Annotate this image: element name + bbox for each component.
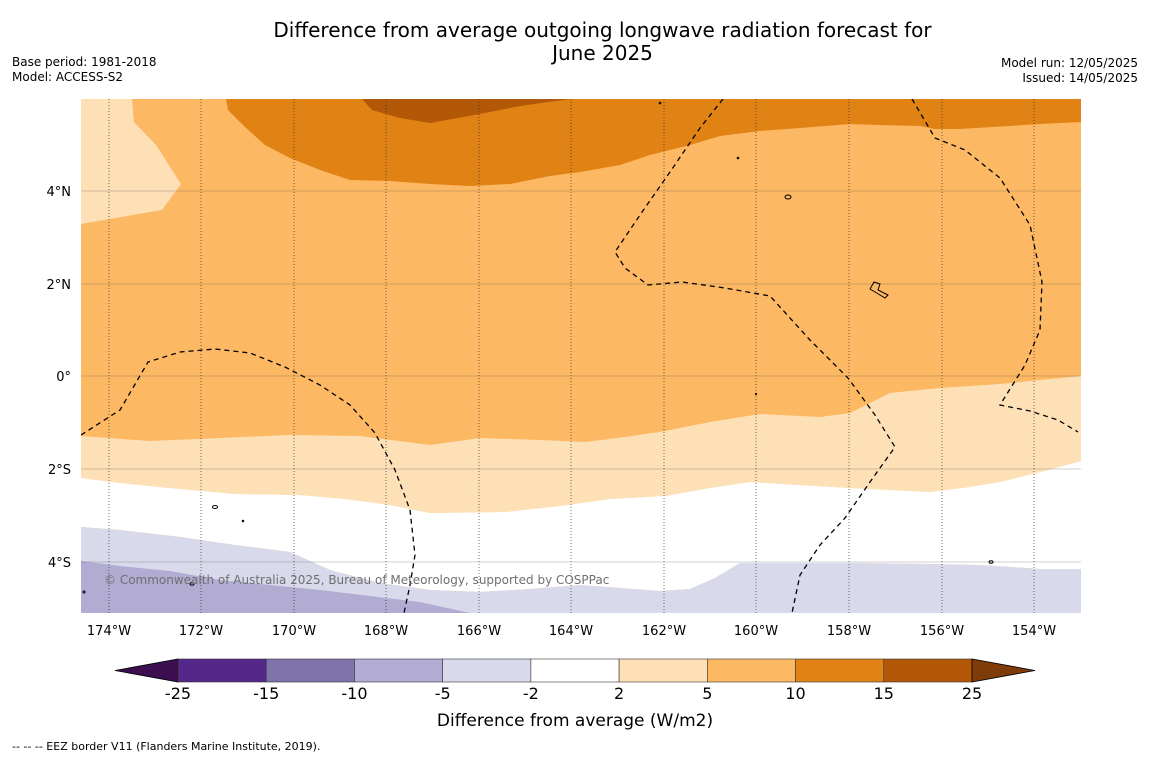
colorbar-tick-label: -10: [341, 684, 367, 703]
island-marker: [82, 590, 86, 594]
longitude-label: 172°W: [179, 624, 223, 639]
longitude-label: 160°W: [734, 624, 778, 639]
longitude-label: 164°W: [549, 624, 593, 639]
colorbar-tick-label: 10: [785, 684, 805, 703]
colorbar-segment: [618, 658, 708, 683]
meta-right: Model run: 12/05/2025 Issued: 14/05/2025: [1001, 56, 1138, 86]
longitude-label: 154°W: [1012, 624, 1056, 639]
anomaly-band-neg2-2: [81, 461, 1081, 592]
colorbar-extend-low: [114, 658, 179, 683]
colorbar-segment: [177, 658, 267, 683]
eez-borders: [81, 99, 1079, 613]
colorbar-segment: [883, 658, 973, 683]
colorbar-segment: [707, 658, 796, 683]
title-line-1: Difference from average outgoing longwav…: [273, 18, 932, 42]
eez-border-east: [911, 99, 1079, 433]
issued-date: Issued: 14/05/2025: [1022, 71, 1138, 85]
colorbar-tick-label: -25: [165, 684, 191, 703]
colorbar-segment: [265, 658, 355, 683]
latitude-label: 2°S: [48, 463, 71, 478]
longitude-label: 168°W: [364, 624, 408, 639]
longitude-labels: 174°W 172°W 170°W 168°W 166°W 164°W 162°W 160°W…: [87, 624, 1056, 639]
title-line-2: June 2025: [552, 41, 653, 65]
eez-border-west: [81, 348, 416, 613]
colorbar: -25 -15 -10 -5 -2 2 5 10 15 25: [114, 658, 1036, 703]
island-marker: [212, 505, 218, 509]
meta-left: Base period: 1981-2018 Model: ACCESS-S2: [12, 55, 157, 85]
anomaly-band-2-5-south: [81, 376, 1081, 513]
colorbar-tick-label: 15: [874, 684, 894, 703]
colorbar-tick-label: 5: [702, 684, 712, 703]
anomaly-band-15-25-north: [362, 99, 570, 123]
colorbar-segment: [442, 658, 532, 683]
colorbar-segment: [530, 658, 620, 683]
latitude-label: 2°N: [47, 278, 72, 293]
copyright-text: © Commonwealth of Australia 2025, Bureau…: [104, 573, 609, 587]
longitude-label: 170°W: [272, 624, 316, 639]
longitude-label: 156°W: [920, 624, 964, 639]
colorbar-tick-label: -15: [253, 684, 279, 703]
colorbar-tick-label: 25: [962, 684, 982, 703]
latitude-gridlines: [81, 190, 1081, 563]
island-marker: [241, 519, 245, 523]
longitude-label: 166°W: [457, 624, 501, 639]
island-marker: [988, 560, 994, 564]
latitude-label: 4°N: [47, 185, 72, 200]
model-name: Model: ACCESS-S2: [12, 70, 124, 84]
latitude-label: 0°: [56, 370, 71, 385]
latitude-labels: 4°N 2°N 0° 2°S 4°S: [47, 185, 72, 571]
colorbar-tick-label: 2: [614, 684, 624, 703]
longitude-label: 174°W: [87, 624, 131, 639]
base-period: Base period: 1981-2018: [12, 55, 157, 69]
anomaly-band-neg10-neg5: [81, 561, 470, 613]
map-title: Difference from average outgoing longwav…: [230, 19, 975, 65]
eez-footnote: -- -- -- EEZ border V11 (Flanders Marine…: [12, 740, 321, 753]
longitude-label: 158°W: [827, 624, 871, 639]
eez-border-central: [614, 99, 896, 613]
colorbar-segment: [795, 658, 885, 683]
island-marker: [189, 582, 195, 586]
island-marker: [869, 281, 889, 299]
island-marker: [754, 392, 758, 396]
colorbar-tick-label: -5: [435, 684, 451, 703]
anomaly-band-2-5-northwest: [81, 99, 181, 224]
island-marker: [784, 194, 792, 200]
latitude-label: 4°S: [48, 556, 71, 571]
colorbar-title: Difference from average (W/m2): [437, 711, 713, 731]
model-run: Model run: 12/05/2025: [1000, 56, 1138, 70]
island-marker: [736, 156, 740, 160]
colorbar-extend-high: [971, 658, 1036, 683]
colorbar-tick-label: -2: [523, 684, 539, 703]
colorbar-segment: [354, 658, 443, 683]
island-marker: [658, 101, 662, 105]
longitude-label: 162°W: [642, 624, 686, 639]
map-panel: © Commonwealth of Australia 2025, Bureau…: [81, 99, 1081, 613]
islands: [82, 101, 994, 594]
